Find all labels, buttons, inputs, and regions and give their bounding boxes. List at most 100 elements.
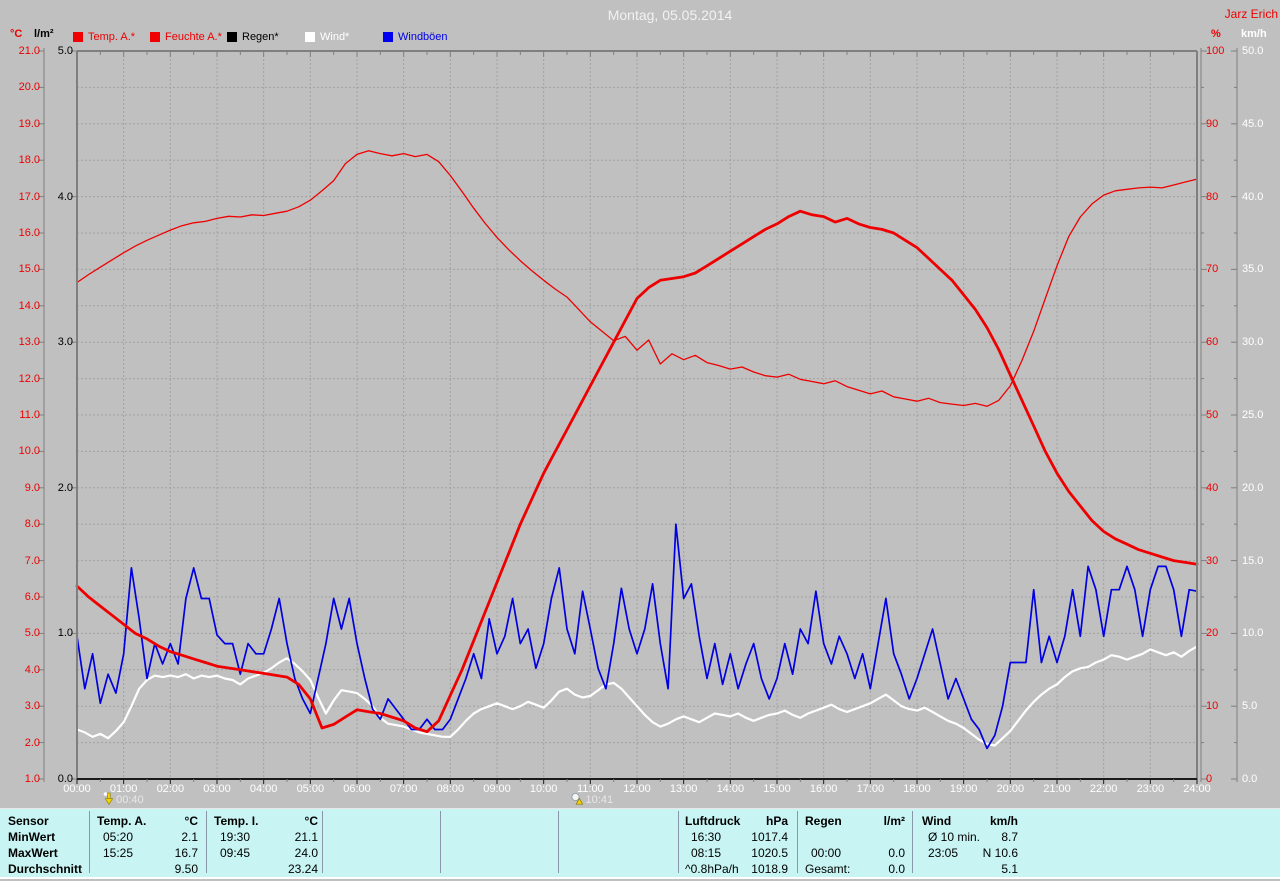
time-tick-label: 21:00 [1043,783,1071,795]
table-min-time: 19:30 [220,830,251,844]
temp-tick-label: 11.0 [19,409,40,421]
astro-marker: 10:41 [571,792,614,808]
table-avg-value: 5.1 [1001,862,1018,876]
time-tick-label: 19:00 [949,783,978,795]
legend-swatch-icon [383,32,393,42]
table-column-divider [558,811,559,873]
table-column-divider [89,811,90,873]
legend-label: Wind* [320,31,350,43]
humidity-tick-label: 20 [1206,627,1219,640]
astro-marker-time: 10:41 [585,794,614,806]
time-tick-label: 22:00 [1089,783,1118,795]
table-max-value: 24.0 [294,846,318,860]
legend-swatch-icon [305,32,315,42]
table-min-value: 8.7 [1001,830,1018,844]
table-min-time: 05:20 [103,830,134,844]
wind-tick-label: 10.0 [1242,627,1264,640]
time-tick-label: 17:00 [856,783,885,795]
humidity-tick-label: 30 [1206,554,1219,567]
temp-tick-label: 1.0 [24,773,40,785]
axis-unit-temp: °C [10,28,23,40]
table-max-time: 00:00 [811,846,842,860]
rain-tick-label: 1.0 [57,627,73,640]
table-row-label: MaxWert [8,846,58,860]
series-temp-a [75,209,1199,734]
table-sensor-unit: km/h [989,814,1018,828]
temp-tick-label: 18.0 [18,154,40,167]
legend-item-wind: Wind* [305,31,349,43]
time-tick-label: 06:00 [343,783,371,795]
table-row-label: Sensor [8,814,49,828]
time-tick-label: 16:00 [809,783,838,795]
astro-marker: 00:40 [103,792,144,808]
table-min-time: 16:30 [691,830,722,844]
table-sensor-unit: °C [184,814,198,828]
table-sensor-name: Temp. I. [214,814,259,828]
temp-tick-label: 10.0 [18,445,40,458]
legend-item-feuchte-a: Feuchte A.* [150,31,222,43]
temp-tick-label: 9.0 [24,481,40,494]
table-column-divider [797,811,798,873]
table-column-divider [912,811,913,873]
wind-tick-label: 20.0 [1242,481,1264,494]
wind-tick-label: 0.0 [1242,773,1258,785]
table-max-value: 1020.5 [751,846,788,860]
table-max-value: N 10.6 [982,846,1018,860]
table-sensor-unit: l/m² [883,814,905,828]
humidity-tick-label: 70 [1206,263,1219,276]
table-avg-value: 9.50 [174,862,198,876]
station-name: Jarz Erich [1224,7,1278,21]
table-column-divider [678,811,679,873]
wind-tick-label: 30.0 [1242,336,1264,349]
time-tick-label: 02:00 [156,783,185,795]
time-tick-label: 08:00 [436,783,465,795]
wind-tick-label: 45.0 [1242,117,1264,130]
legend-swatch-icon [227,32,237,42]
rain-tick-label: 0.0 [57,773,73,785]
table-max-time: 23:05 [928,846,959,860]
table-row-label: Durchschnitt [8,862,83,876]
table-sensor-name: Luftdruck [685,814,741,828]
table-avg-label: Gesamt: [805,862,851,876]
time-tick-label: 20:00 [996,783,1025,795]
table-min-time: Ø 10 min. [928,830,981,844]
temp-tick-label: 19.0 [18,117,40,130]
table-max-value: 0.0 [888,846,905,860]
wind-tick-label: 40.0 [1242,190,1264,203]
time-tick-label: 05:00 [296,783,325,795]
time-tick-label: 14:00 [716,783,745,795]
rain-tick-label: 3.0 [57,336,73,349]
temp-tick-label: 3.0 [24,700,40,713]
legend-swatch-icon [73,32,83,42]
table-column-divider [440,811,441,873]
table-column-divider [322,811,323,873]
time-tick-label: 09:00 [483,783,511,795]
temp-tick-label: 5.0 [24,627,40,640]
wind-tick-label: 15.0 [1242,554,1264,567]
table-min-value: 2.1 [181,830,198,844]
humidity-tick-label: 60 [1206,336,1219,349]
temp-tick-label: 2.0 [24,736,40,749]
time-tick-label: 07:00 [389,783,418,795]
moon-rise-icon [571,792,586,808]
temp-tick-label: 14.0 [18,299,40,312]
temp-tick-label: 20.0 [18,81,40,94]
series-windb-en [76,523,1198,750]
chart-plot[interactable] [0,0,1280,806]
temp-tick-label: 15.0 [18,263,40,276]
time-tick-label: 00:00 [63,783,91,795]
temp-tick-label: 16.0 [18,227,40,239]
table-row-label: MinWert [8,830,56,844]
humidity-tick-label: 90 [1206,117,1219,130]
legend-item-windb-en: Windböen [383,31,448,43]
humidity-tick-label: 100 [1206,45,1225,57]
axis-unit-wind: km/h [1241,28,1267,40]
temp-tick-label: 13.0 [18,336,40,349]
rain-tick-label: 2.0 [57,481,73,494]
time-tick-label: 13:00 [669,783,698,795]
wind-tick-label: 35.0 [1242,263,1264,276]
table-column-divider [206,811,207,873]
table-sensor-name: Regen [805,814,842,828]
summary-table: Sensor MinWert MaxWert Durchschnitt Temp. A.… [0,808,1280,879]
